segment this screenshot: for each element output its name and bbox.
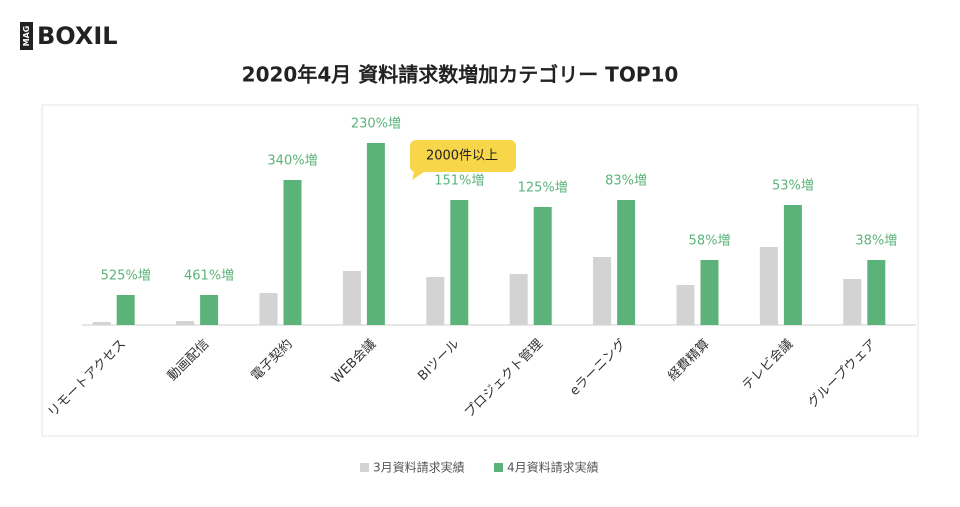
chart-title: 2020年4月 資料請求数増加カテゴリー TOP10 — [242, 63, 679, 87]
bar — [509, 274, 528, 325]
plot-frame — [41, 104, 919, 437]
bar — [426, 277, 445, 325]
bar — [176, 321, 195, 325]
bar — [759, 247, 778, 325]
growth-label: 53%増 — [772, 179, 814, 194]
bar — [200, 295, 219, 325]
legend-swatch — [494, 463, 503, 472]
bar — [843, 279, 862, 325]
growth-label: 83%増 — [605, 174, 647, 189]
growth-label: 340%増 — [267, 154, 317, 169]
bar — [116, 295, 135, 325]
callout-text: 2000件以上 — [426, 149, 498, 164]
logo-name: BOXIL — [37, 22, 118, 50]
bar — [700, 260, 719, 325]
growth-label: 461%増 — [184, 269, 234, 284]
bar — [366, 143, 385, 325]
bar — [342, 271, 361, 325]
bar — [533, 207, 552, 325]
bar — [783, 205, 802, 325]
legend-swatch — [360, 463, 369, 472]
bar — [617, 200, 636, 325]
growth-label: 125%増 — [518, 181, 568, 196]
growth-label: 230%増 — [351, 117, 401, 132]
bar — [867, 260, 886, 325]
bar — [676, 285, 695, 325]
bar — [92, 322, 111, 325]
bar — [593, 257, 612, 325]
bar — [283, 180, 302, 325]
bar — [259, 293, 278, 325]
callout-bubble — [409, 140, 516, 180]
legend-label: 4月資料請求実績 — [507, 460, 599, 475]
logo-badge — [20, 22, 33, 50]
logo-tag: MAG — [22, 26, 31, 47]
growth-label: 58%増 — [689, 234, 731, 249]
bar — [450, 200, 469, 325]
growth-label: 151%増 — [434, 174, 484, 189]
growth-label: 525%増 — [101, 269, 151, 284]
growth-label: 38%増 — [855, 234, 897, 249]
legend-label: 3月資料請求実績 — [373, 460, 465, 475]
